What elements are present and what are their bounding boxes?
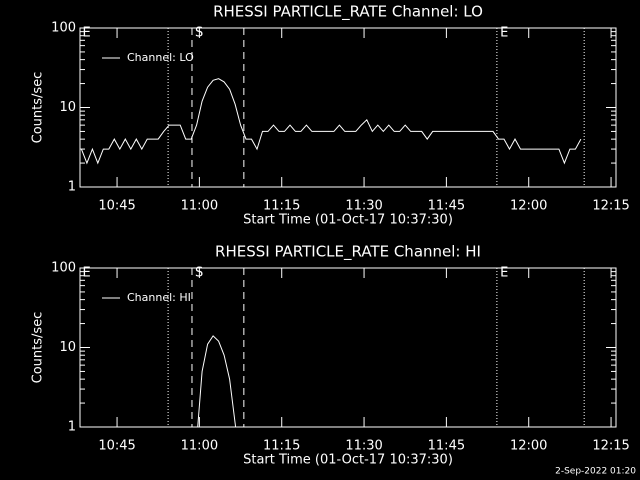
x-tick-label: 11:30 [345,439,382,454]
series-line [197,335,237,428]
x-tick-label: 10:45 [98,439,135,454]
x-tick-label: 11:30 [345,199,382,214]
legend-label: Channel: LO [127,51,194,64]
annotation: E [82,26,90,41]
x-tick-label: 12:00 [510,199,547,214]
annotation: E [82,266,90,281]
x-axis-label: Start Time (01-Oct-17 10:37:30) [243,453,453,468]
x-tick-label: 11:45 [428,199,465,214]
footer: 2-Sep-2022 01:20 [555,467,636,477]
y-tick-label: 1 [68,420,76,435]
x-tick-label: 11:15 [263,439,300,454]
y-tick-label: 1 [68,180,76,195]
y-axis-label: Counts/sec [31,312,46,384]
x-tick-label: 11:45 [428,439,465,454]
annotation: E [500,266,508,281]
x-tick-label: 12:00 [510,439,547,454]
x-tick-label: 12:15 [592,439,629,454]
y-tick-label: 100 [51,261,76,276]
x-tick-label: 12:15 [592,199,629,214]
annotation: E [500,26,508,41]
x-tick-label: 11:15 [263,199,300,214]
chart-title: RHESSI PARTICLE_RATE Channel: HI [215,243,481,262]
y-axis-label: Counts/sec [31,72,46,144]
x-tick-label: 11:00 [181,199,218,214]
chart-title: RHESSI PARTICLE_RATE Channel: LO [213,3,483,22]
x-tick-label: 10:45 [98,199,135,214]
x-tick-label: 11:00 [181,439,218,454]
y-tick-label: 100 [51,21,76,36]
x-axis-label: Start Time (01-Oct-17 10:37:30) [243,213,453,228]
legend-label: Channel: HI [127,291,191,304]
series-line [80,78,582,165]
y-tick-label: 10 [59,340,76,355]
annotation: S [195,266,203,281]
y-tick-label: 10 [59,100,76,115]
annotation: S [195,26,203,41]
